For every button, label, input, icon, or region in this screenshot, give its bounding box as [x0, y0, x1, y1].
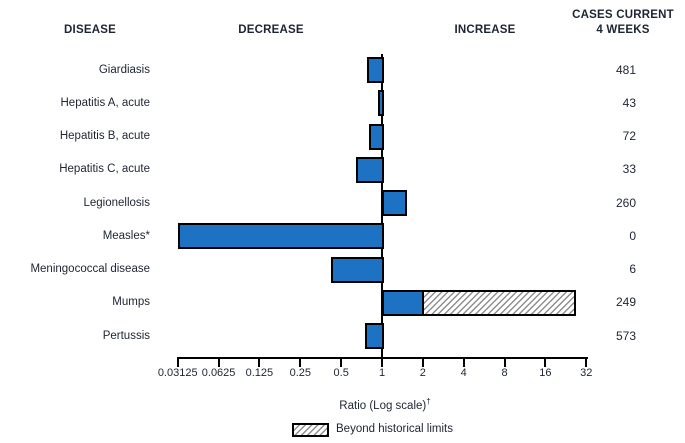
x-tick-1 — [381, 357, 383, 367]
disease-label-hepatitis-c-acute: Hepatitis C, acute — [59, 163, 150, 176]
x-tick-2 — [421, 357, 424, 367]
cases-value-giardiasis: 481 — [615, 62, 636, 77]
x-axis-title-dagger: † — [426, 397, 431, 406]
x-tick-16 — [544, 357, 547, 367]
x-tick-0.0625 — [217, 357, 220, 367]
cases-value-legionellosis: 260 — [615, 195, 636, 210]
ratio-bar-meningococcal-disease — [330, 256, 384, 283]
x-tick-label-32: 32 — [580, 367, 593, 379]
ratio-bar-legionellosis — [382, 190, 407, 216]
x-tick-8 — [503, 357, 506, 367]
x-tick-label-0.0625: 0.0625 — [201, 367, 236, 379]
legend-label: Beyond historical limits — [336, 423, 453, 435]
column-header-increase: INCREASE — [454, 24, 516, 36]
ratio-bar-hepatitis-a-acute — [377, 90, 384, 117]
x-axis-title: Ratio (Log scale)† — [285, 397, 485, 412]
column-header-cases: CASES CURRENT 4 WEEKS — [561, 8, 685, 38]
disease-label-giardiasis: Giardiasis — [98, 63, 150, 76]
column-header-cases-line1: CASES CURRENT — [572, 9, 674, 21]
ratio-bar-pertussis — [365, 323, 384, 349]
disease-label-legionellosis: Legionellosis — [83, 196, 151, 209]
x-tick-0.03125 — [176, 357, 179, 367]
disease-label-measles: Measles* — [102, 229, 150, 242]
column-header-cases-line2: 4 WEEKS — [596, 24, 650, 36]
x-tick-label-2: 2 — [419, 367, 426, 379]
x-tick-label-4: 4 — [460, 367, 467, 379]
x-tick-label-0.125: 0.125 — [245, 367, 274, 379]
x-tick-label-0.5: 0.5 — [333, 367, 349, 379]
x-tick-label-0.25: 0.25 — [289, 367, 311, 379]
ratio-bar-giardiasis — [366, 57, 384, 83]
x-tick-4 — [462, 357, 465, 367]
cases-value-pertussis: 573 — [615, 328, 636, 343]
ratio-bar-hepatitis-c-acute — [355, 156, 384, 183]
x-tick-label-1: 1 — [378, 367, 386, 379]
cases-value-hepatitis-a-acute: 43 — [622, 95, 636, 110]
disease-label-pertussis: Pertussis — [102, 329, 150, 342]
beyond-limit-bar-mumps — [421, 289, 577, 316]
disease-label-hepatitis-a-acute: Hepatitis A, acute — [60, 96, 151, 109]
column-header-disease: DISEASE — [64, 24, 116, 36]
x-tick-label-0.03125: 0.03125 — [157, 367, 198, 379]
legend-hatch-swatch — [292, 423, 329, 437]
disease-label-meningococcal-disease: Meningococcal disease — [30, 263, 150, 275]
x-tick-label-8: 8 — [501, 367, 508, 379]
cases-value-hepatitis-c-acute: 33 — [622, 162, 636, 177]
x-tick-0.25 — [299, 357, 302, 367]
disease-label-hepatitis-b-acute: Hepatitis B, acute — [59, 130, 150, 142]
cases-value-meningococcal-disease: 6 — [629, 262, 636, 276]
cases-value-hepatitis-b-acute: 72 — [622, 129, 636, 143]
x-tick-32 — [585, 357, 588, 367]
x-tick-0.125 — [258, 357, 261, 367]
disease-label-mumps: Mumps — [112, 296, 150, 309]
ratio-bar-mumps — [382, 289, 424, 316]
x-axis — [178, 357, 588, 359]
cases-value-mumps: 249 — [615, 295, 636, 310]
column-header-decrease: DECREASE — [238, 24, 304, 36]
x-tick-0.5 — [340, 357, 343, 367]
ratio-bar-hepatitis-b-acute — [368, 123, 384, 150]
ratio-bar-measles — [177, 223, 384, 250]
cases-value-measles: 0 — [629, 228, 636, 243]
plot-area: 0.03125 0.0625 0.125 0.25 0.5 1 2 4 8 16 32 — [158, 54, 592, 379]
x-tick-label-16: 16 — [539, 367, 552, 379]
x-axis-title-text: Ratio (Log scale) — [339, 399, 427, 412]
